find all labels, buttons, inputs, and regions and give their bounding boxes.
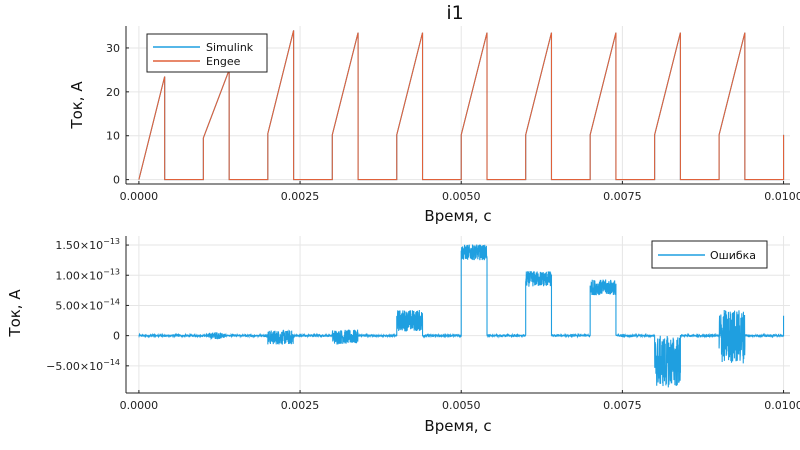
top-x-axis-label: Время, с xyxy=(424,207,491,225)
legend-label-simulink: Simulink xyxy=(206,41,254,54)
x-tick-label: 0.0000 xyxy=(120,190,159,203)
y-tick-label: −5.00×10−14 xyxy=(46,358,120,373)
x-tick-label: 0.0025 xyxy=(281,399,320,412)
x-tick-label: 0.0000 xyxy=(120,399,159,412)
bottom-chart-panel: 0.0000 0.0025 0.0050 0.0075 0.0100 −5.00×10−… xyxy=(6,236,800,435)
bottom-chart-series xyxy=(138,244,785,388)
legend-label-error: Ошибка xyxy=(710,249,756,262)
y-tick-label: 10 xyxy=(106,130,120,143)
top-y-axis-label: Ток, А xyxy=(68,81,86,130)
series-line-error xyxy=(138,244,785,388)
legend-label-engee: Engee xyxy=(206,55,241,68)
bottom-legend: Ошибка xyxy=(651,240,768,269)
x-tick-label: 0.0075 xyxy=(603,399,642,412)
bottom-x-tick-labels: 0.0000 0.0025 0.0050 0.0075 0.0100 xyxy=(120,390,800,412)
top-legend: Simulink Engee xyxy=(146,33,268,73)
y-tick-label: 0 xyxy=(113,174,120,187)
y-tick-label: 0 xyxy=(113,330,120,343)
top-x-tick-labels: 0.0000 0.0025 0.0050 0.0075 0.0100 xyxy=(120,181,800,203)
y-tick-label: 1.50×10−13 xyxy=(55,237,120,252)
bottom-x-axis-label: Время, с xyxy=(424,417,491,435)
top-y-tick-labels: 0 10 20 30 xyxy=(106,42,129,187)
top-chart-title: i1 xyxy=(446,2,463,24)
y-tick-label: 20 xyxy=(106,86,120,99)
bottom-y-axis-label: Ток, А xyxy=(6,289,24,338)
x-tick-label: 0.0050 xyxy=(442,399,481,412)
top-chart-panel: i1 0.0000 0.0025 0.0050 0.0075 0.0100 0 10 20 3… xyxy=(68,2,800,225)
x-tick-label: 0.0100 xyxy=(764,399,800,412)
y-tick-label: 5.00×10−14 xyxy=(55,297,120,312)
x-tick-label: 0.0050 xyxy=(442,190,481,203)
bottom-y-tick-labels: −5.00×10−14 0 5.00×10−14 1.00×10−13 1.50×10−… xyxy=(46,237,129,373)
x-tick-label: 0.0075 xyxy=(603,190,642,203)
x-tick-label: 0.0100 xyxy=(764,190,800,203)
top-chart-series xyxy=(138,30,785,181)
series-line-engee xyxy=(138,30,785,181)
x-tick-label: 0.0025 xyxy=(281,190,320,203)
y-tick-label: 1.00×10−13 xyxy=(55,267,120,282)
y-tick-label: 30 xyxy=(106,42,120,55)
